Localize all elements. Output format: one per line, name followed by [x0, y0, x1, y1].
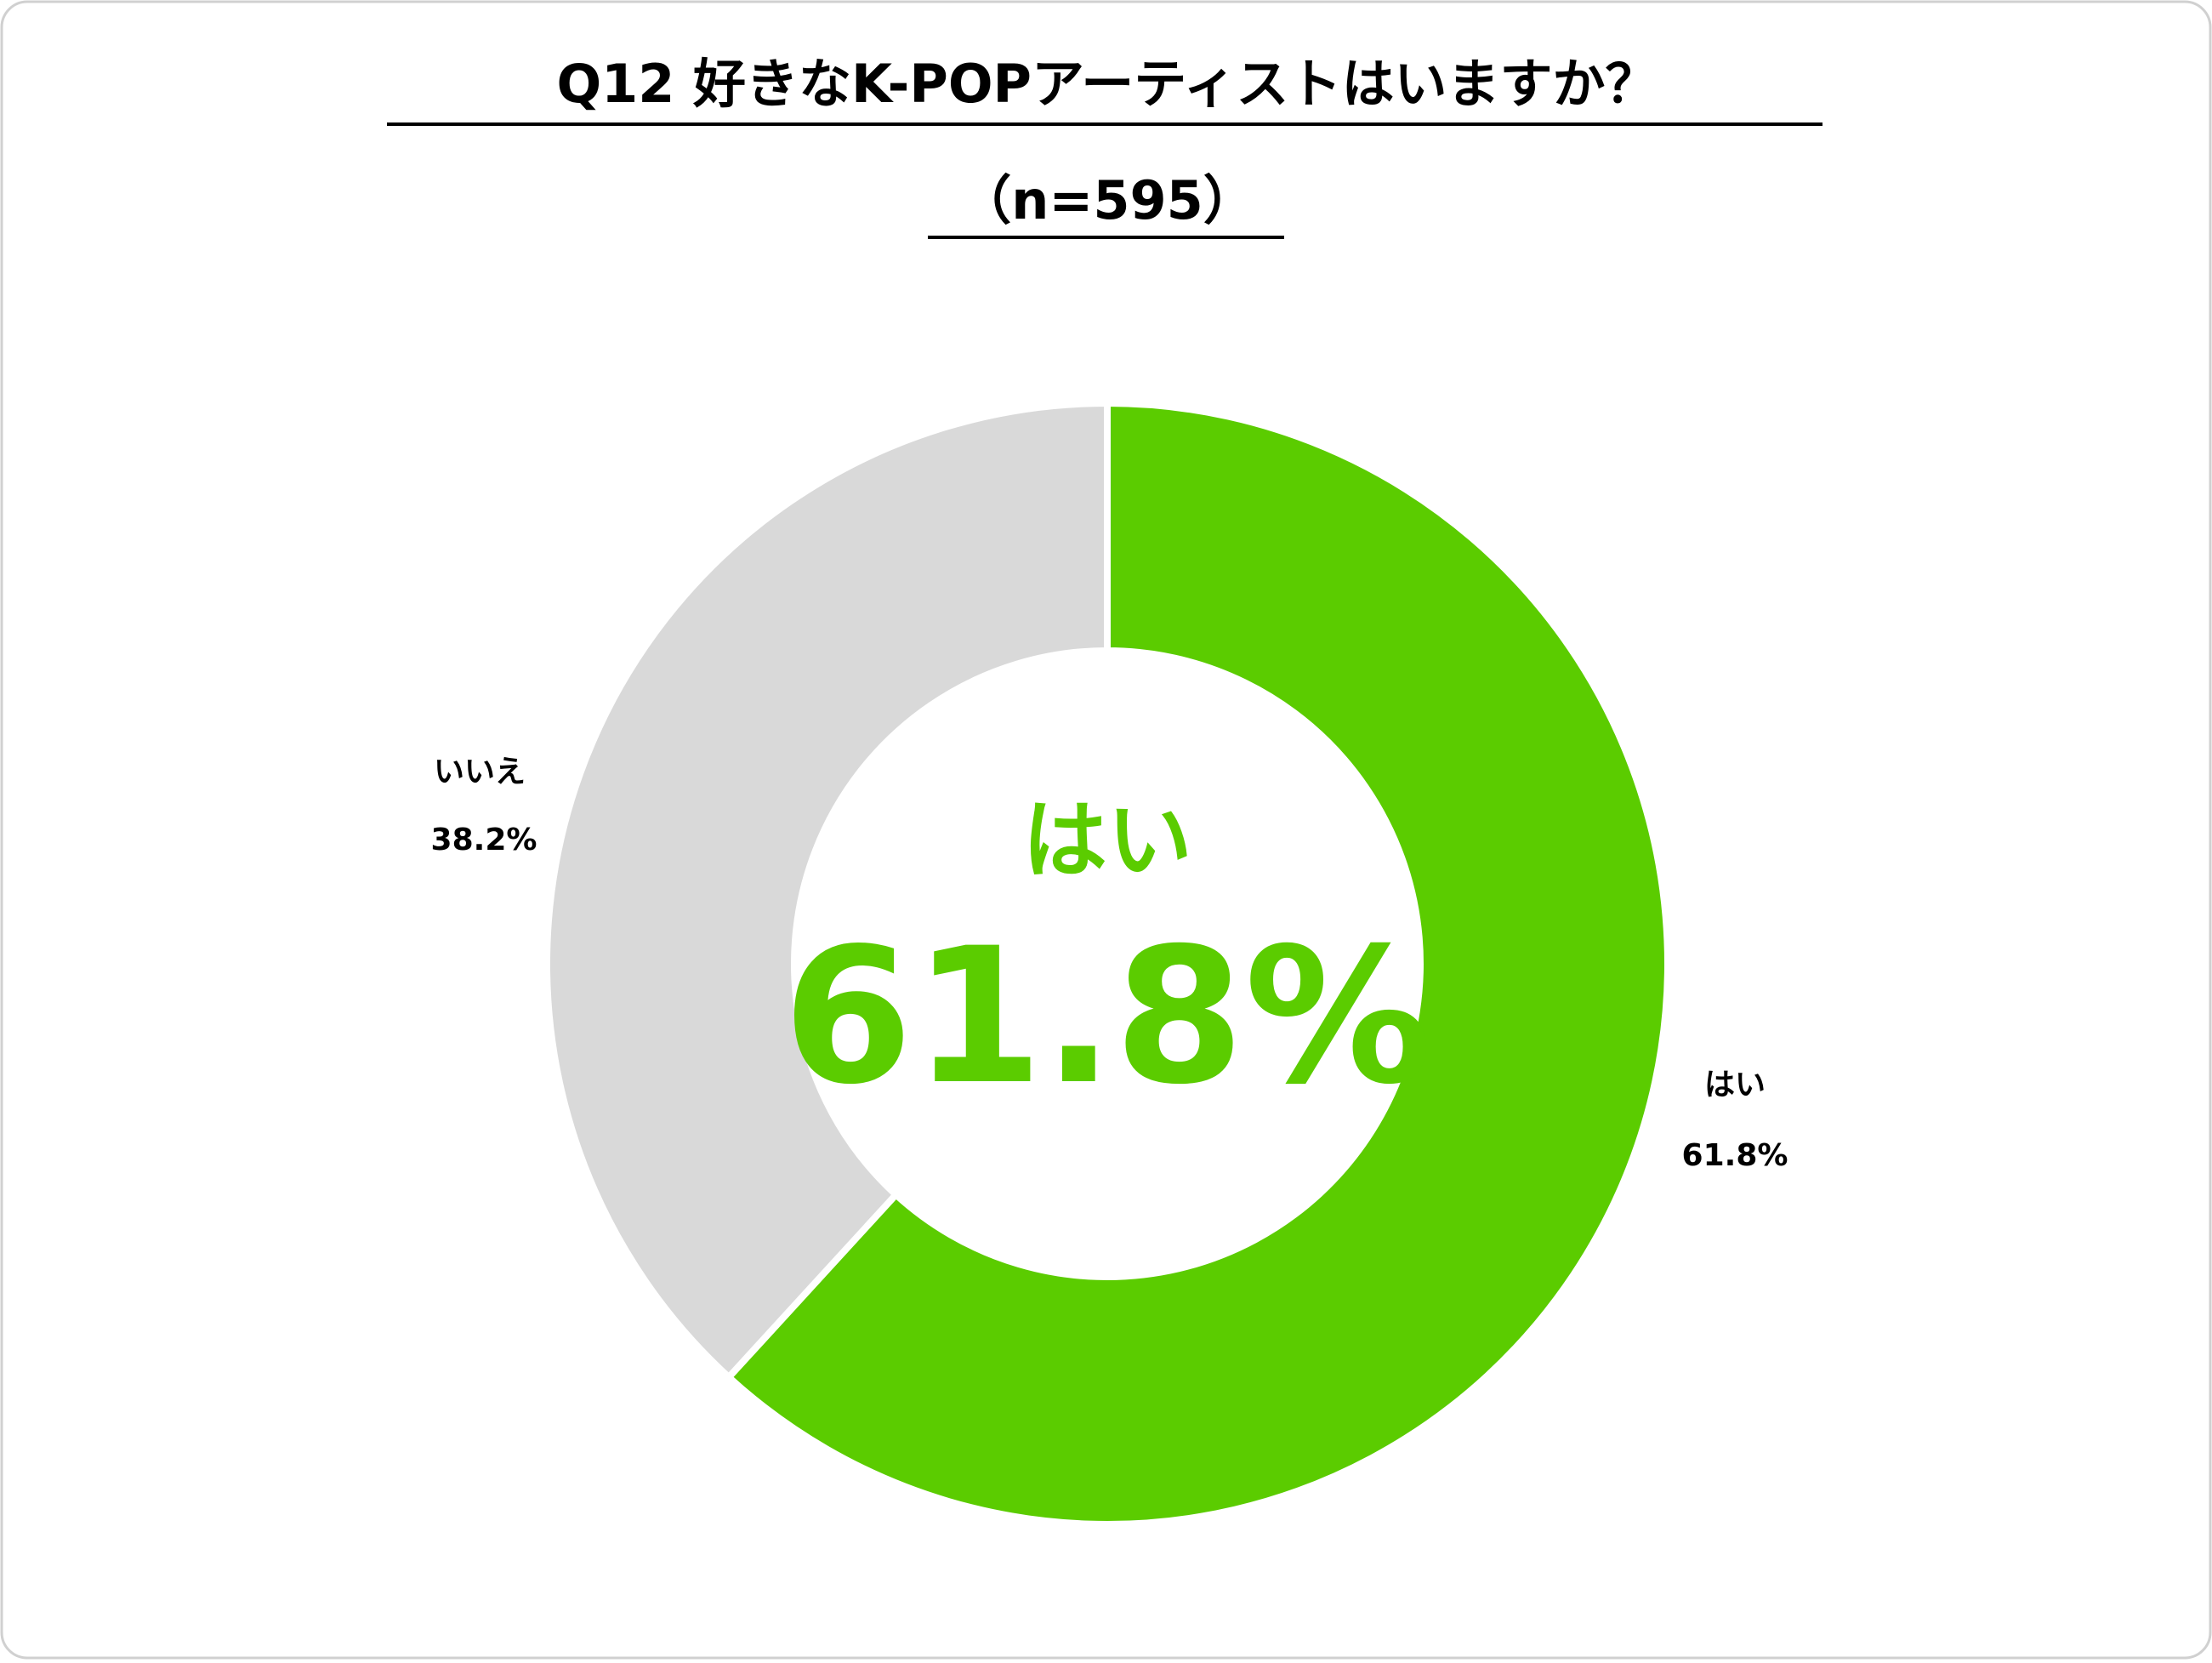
center-category: はい — [1022, 790, 1192, 890]
segment-value-label: 61.8% — [1682, 1138, 1788, 1173]
chart-title: Q12 好きなK-POPアーティストはいますか？ — [556, 53, 1658, 115]
center-value: 61.8% — [782, 908, 1431, 1125]
chart-subtitle: （n=595） — [958, 169, 1256, 231]
donut-segment — [724, 399, 1671, 1528]
segment-value-label: 38.2% — [431, 823, 537, 857]
donut-segment — [543, 399, 1111, 1382]
segment-label: いいえ — [434, 755, 526, 789]
segment-label: はい — [1704, 1068, 1766, 1102]
